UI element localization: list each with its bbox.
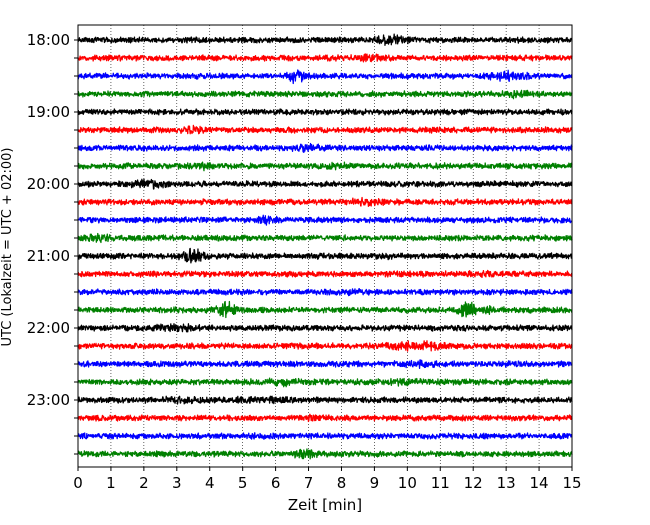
trace-line-20:00 — [77, 178, 573, 190]
y-tick-label: 22:00 — [27, 319, 70, 337]
trace-line-21:30 — [77, 288, 573, 297]
trace-line-18:45 — [77, 89, 573, 100]
x-tick-label: 1 — [106, 474, 116, 492]
y-tick-label: 21:00 — [27, 247, 70, 265]
trace-line-23:00 — [77, 395, 573, 405]
trace-line-18:30 — [77, 69, 573, 85]
trace-line-20:30 — [77, 214, 573, 226]
trace-line-20:15 — [77, 196, 573, 207]
x-tick-label: 8 — [337, 474, 347, 492]
x-tick-label: 11 — [431, 474, 450, 492]
x-tick-label: 4 — [205, 474, 215, 492]
x-tick-label: 14 — [530, 474, 549, 492]
x-tick-label: 6 — [271, 474, 281, 492]
trace-line-22:45 — [77, 377, 573, 388]
trace-line-19:45 — [77, 161, 573, 172]
trace-line-21:00 — [77, 247, 573, 264]
trace-line-19:00 — [77, 108, 573, 116]
trace-line-22:00 — [77, 323, 573, 333]
x-tick-label: 13 — [497, 474, 516, 492]
x-tick-label: 9 — [370, 474, 380, 492]
plot-frame — [77, 24, 573, 468]
x-tick-label: 12 — [464, 474, 483, 492]
trace-line-19:15 — [77, 124, 573, 135]
trace-line-18:00 — [77, 33, 573, 46]
trace-line-18:15 — [77, 53, 573, 63]
trace-line-20:45 — [77, 232, 573, 244]
trace-line-23:45 — [77, 448, 573, 460]
x-tick-label: 3 — [172, 474, 182, 492]
x-tick-label: 10 — [398, 474, 417, 492]
trace-line-23:15 — [77, 413, 573, 423]
axis-layer: 0 1 2 3 4 5 6 7 8 9 10 11 12 13 14 1518:0019:0020:0021:… — [27, 31, 582, 492]
x-axis-label: Zeit [min] — [288, 496, 362, 514]
x-tick-label: 5 — [238, 474, 248, 492]
y-tick-label: 23:00 — [27, 391, 70, 409]
y-tick-label: 20:00 — [27, 175, 70, 193]
trace-line-21:45 — [77, 300, 573, 319]
trace-line-23:30 — [77, 432, 573, 440]
x-tick-label: 15 — [562, 474, 581, 492]
x-tick-label: 0 — [73, 474, 83, 492]
x-tick-label: 2 — [139, 474, 149, 492]
trace-line-21:15 — [77, 269, 573, 279]
x-tick-label: 7 — [304, 474, 314, 492]
y-tick-label: 19:00 — [27, 103, 70, 121]
trace-layer — [77, 33, 573, 460]
trace-line-22:30 — [77, 359, 573, 369]
trace-line-19:30 — [77, 142, 573, 154]
y-axis-label: UTC (Lokalzeit = UTC + 02:00) — [0, 148, 15, 347]
trace-line-22:15 — [77, 340, 573, 352]
y-tick-label: 18:00 — [27, 31, 70, 49]
